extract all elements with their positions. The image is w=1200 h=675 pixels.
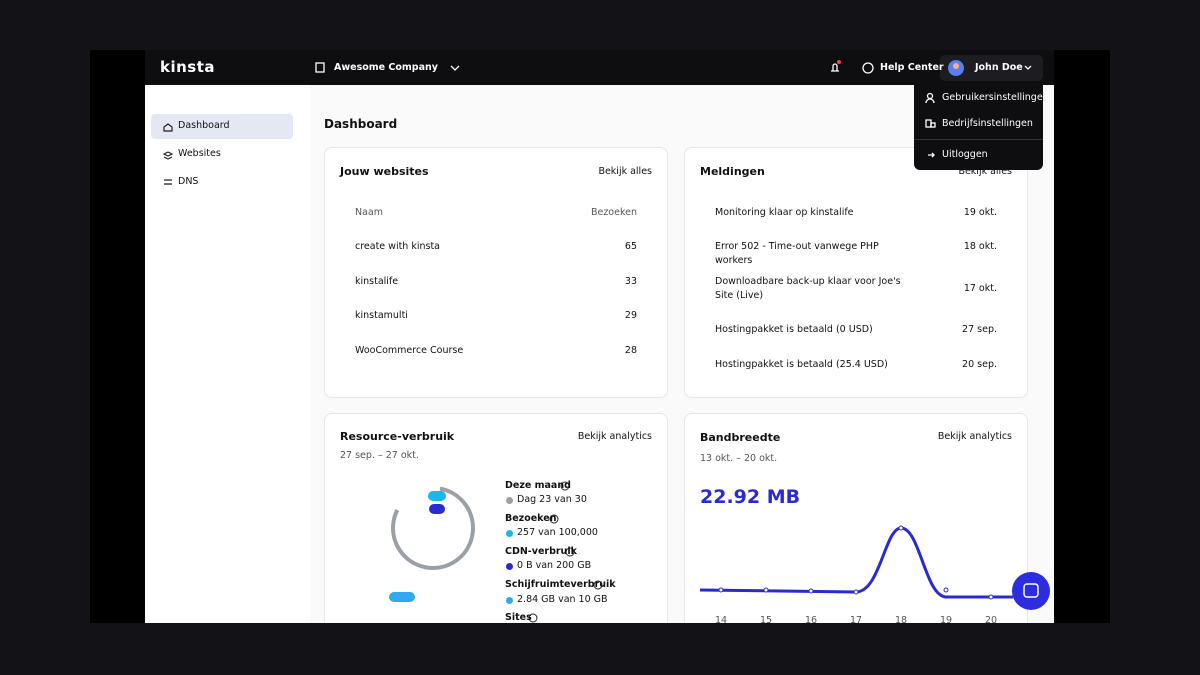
resource-label: CDN-verbruik [505,546,577,557]
notification-date: 19 okt. [963,207,997,218]
notification-date: 20 sep. [962,359,997,370]
legend-dot [505,596,513,604]
websites-card [324,147,668,398]
card-title: Bandbreedte [700,431,781,444]
help-center[interactable]: Help Center [880,62,944,73]
notifications-card [684,147,1028,398]
card-link[interactable]: Bekijk alles [958,166,1012,177]
page-title: Dashboard [324,117,398,131]
notification-date: 18 okt. [963,241,997,252]
legend-dot [505,496,513,504]
card-link[interactable]: Bekijk analytics [937,431,1012,442]
card-link[interactable]: Bekijk alles [598,166,652,177]
chat-button[interactable] [1012,572,1050,610]
site-name[interactable]: create with kinsta [355,241,441,252]
column-header: Naam [355,207,384,218]
icons [162,60,1050,623]
menu-item[interactable]: Uitloggen [942,149,988,160]
notification-text: Error 502 - Time-out vanwege PHP workers [715,241,879,266]
bandwidth-card [684,413,1028,623]
notification-date: 27 sep. [962,324,997,335]
notification-date: 17 okt. [963,283,997,294]
site-visits: 29 [624,310,637,321]
resource-label: Bezoeken [505,513,557,524]
x-axis-label: 18 [894,615,908,623]
resources-card [324,413,668,623]
resource-value: 2.84 GB van 10 GB [517,594,608,605]
card-period: 13 okt. – 20 okt. [700,453,778,464]
site-name[interactable]: kinstamulti [355,310,408,321]
notification-text: Hostingpakket is betaald (0 USD) [715,324,873,335]
resource-label: Schijfruimteverbruik [505,579,616,590]
x-axis-label: 16 [804,615,818,623]
site-visits: 28 [624,345,637,356]
company-selector[interactable]: Awesome Company [334,62,438,73]
logo: kinsta [160,58,216,76]
legend-dot [505,562,513,570]
card-title: Resource-verbruik [340,430,455,443]
resource-label: Sites [505,612,532,623]
menu-item[interactable]: Bedrijfsinstellingen [942,118,1033,129]
menu-separator [914,139,1043,140]
menu-item[interactable]: Gebruikersinstellingen [942,92,1049,103]
resource-value: 0 B van 200 GB [517,560,592,571]
top-bar [145,50,1054,85]
card-link[interactable]: Bekijk analytics [577,431,652,442]
sidebar-active [151,114,293,139]
card-period: 27 sep. – 27 okt. [340,450,419,461]
x-axis-label: 17 [849,615,863,623]
site-visits: 65 [624,241,637,252]
legend-dot [505,529,513,537]
notification-text: Hostingpakket is betaald (25.4 USD) [715,359,888,370]
site-name[interactable]: WooCommerce Course [355,345,464,356]
x-axis-label: 15 [759,615,773,623]
card-title: Jouw websites [340,165,429,178]
resource-value: Dag 23 van 30 [517,494,587,505]
sidebar-item[interactable]: DNS [178,176,199,187]
x-axis-label: 20 [984,615,998,623]
notification-text: Downloadbare back-up klaar voor Joe's Si… [715,276,901,301]
column-header: Bezoeken [590,207,637,218]
resource-value: 257 van 100,000 [517,527,598,538]
site-name[interactable]: kinstalife [355,276,399,287]
site-visits: 33 [624,276,637,287]
notification-text: Monitoring klaar op kinstalife [715,207,854,218]
sidebar-item[interactable]: Websites [178,148,221,159]
x-axis-label: 19 [939,615,953,623]
x-axis-label: 14 [714,615,728,623]
sidebar-item[interactable]: Dashboard [178,120,230,131]
user-name[interactable]: John Doe [975,62,1023,73]
app: kinsta Awesome Company Help Center John Doe… [145,50,1054,623]
resource-label: Deze maand [505,480,571,491]
bandwidth-total: 22.92 MB [700,486,801,508]
card-title: Meldingen [700,165,765,178]
